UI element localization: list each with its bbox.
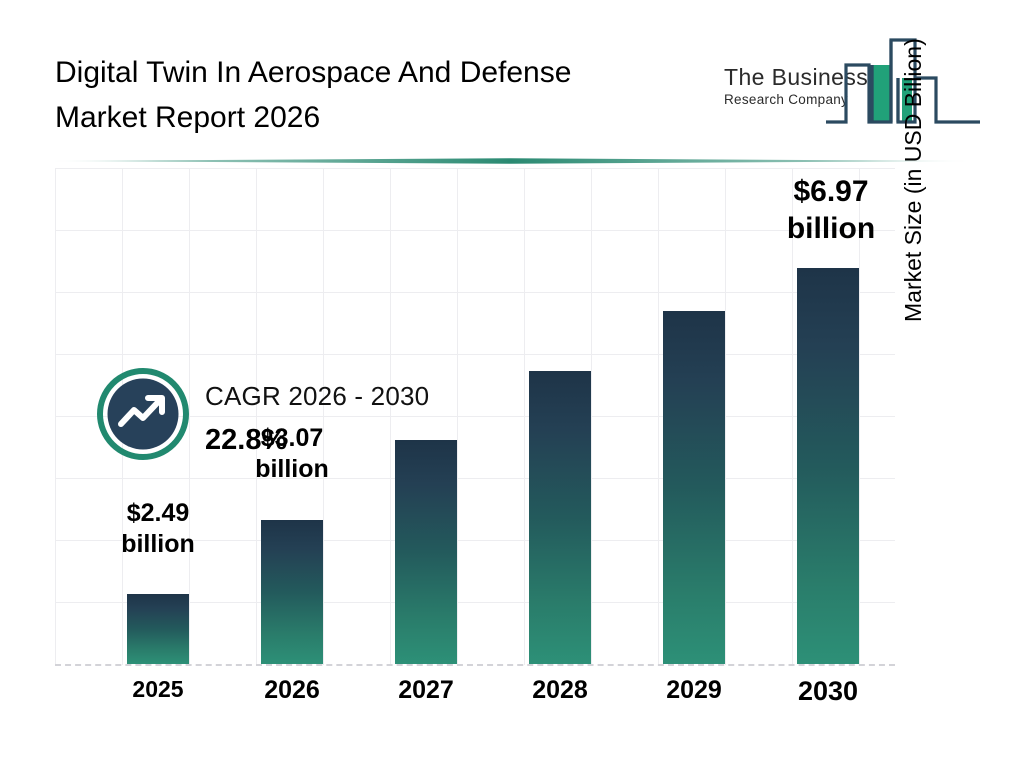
x-tick-2029: 2029: [666, 676, 722, 704]
gridline-horizontal: [55, 416, 895, 417]
company-logo: The Business Research Company: [722, 32, 980, 130]
bar-value-label-2025-amount: $2.49: [126, 499, 190, 527]
x-tick-2027: 2027: [398, 676, 454, 704]
gridline-horizontal: [55, 230, 895, 231]
x-tick-2026: 2026: [264, 676, 320, 704]
bar-value-label-2026-unit: billion: [255, 454, 329, 483]
title-divider: [48, 158, 973, 164]
gridline-horizontal: [55, 602, 895, 603]
axis-baseline: [55, 664, 895, 666]
bar-value-label-2030-unit: billion: [786, 211, 876, 245]
trending-up-icon: [97, 368, 189, 460]
bar-2028[interactable]: [529, 371, 591, 664]
logo-text-line-2: Research Company: [724, 92, 849, 107]
page-header: Digital Twin In Aerospace And Defense Ma…: [0, 0, 1024, 164]
bar-value-label-2030-amount: $6.97: [793, 175, 869, 208]
x-tick-2028: 2028: [532, 676, 588, 704]
bar-2029[interactable]: [663, 311, 725, 664]
cagr-period-label: CAGR 2026 - 2030: [205, 381, 430, 411]
page-title: Digital Twin In Aerospace And Defense Ma…: [55, 50, 695, 140]
page-title-line-2: Market Report 2026: [55, 101, 321, 134]
gridline-horizontal: [55, 168, 895, 169]
cagr-badge: CAGR 2026 - 2030 22.8%: [97, 368, 497, 488]
page-title-line-1: Digital Twin In Aerospace And Defense: [55, 56, 572, 89]
x-tick-2025: 2025: [132, 676, 184, 702]
logo-text-line-1: The Business: [724, 64, 869, 90]
gridline-horizontal: [55, 354, 895, 355]
logo-skyline-icon: [826, 38, 980, 124]
chart-area: $2.49 billion $3.07 billion $6.97 billio…: [0, 38, 1024, 768]
gridline-horizontal: [55, 292, 895, 293]
y-axis-title: Market Size (in USD Billion): [900, 0, 934, 322]
bar-2030[interactable]: [797, 268, 859, 664]
bar-value-label-2026-amount: $3.07: [260, 424, 324, 452]
bar-2027[interactable]: [395, 440, 457, 664]
bar-value-label-2025: $2.49 billion: [93, 498, 223, 559]
bar-2026[interactable]: [261, 520, 323, 664]
bar-value-label-2030: $6.97 billion: [761, 174, 901, 247]
bar-value-label-2026: $3.07 billion: [227, 423, 357, 484]
plot-region: $2.49 billion $3.07 billion $6.97 billio…: [55, 168, 895, 706]
gridline-horizontal: [55, 478, 895, 479]
bar-value-label-2025-unit: billion: [121, 529, 195, 558]
cagr-value: 22.8%: [205, 424, 288, 456]
bar-2025[interactable]: [127, 594, 189, 664]
y-axis-title-text: Market Size (in USD Billion): [900, 38, 926, 322]
gridline-horizontal: [55, 540, 895, 541]
x-tick-2030: 2030: [797, 676, 859, 706]
cagr-text-block: CAGR 2026 - 2030 22.8%: [205, 381, 429, 457]
logo-text: The Business Research Company: [724, 64, 874, 107]
